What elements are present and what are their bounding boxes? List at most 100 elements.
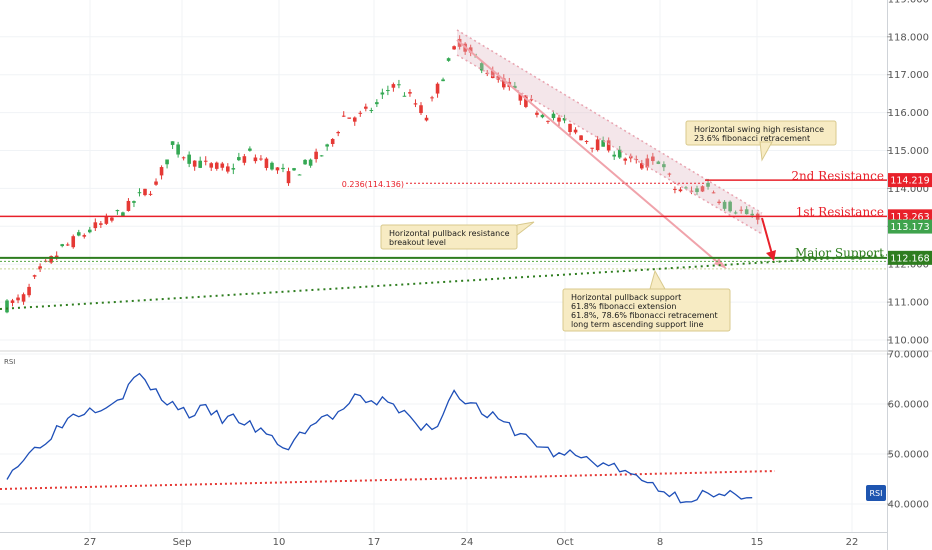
candle-body — [408, 92, 412, 94]
down-arrow-line — [761, 217, 773, 255]
down-arrow-head — [766, 250, 776, 261]
candle-body — [695, 188, 699, 193]
candle-body — [430, 97, 434, 99]
candle-body — [330, 139, 335, 144]
projection-arrow-line — [456, 39, 723, 267]
candle-body — [380, 92, 385, 95]
candle-body — [413, 103, 418, 105]
candle-body — [99, 223, 103, 225]
candle-body — [402, 95, 407, 97]
candle-body — [231, 168, 236, 170]
candle-body — [248, 148, 252, 151]
candle-body — [656, 161, 661, 164]
candle-body — [115, 210, 120, 212]
candle-body — [651, 156, 655, 162]
candle-body — [744, 209, 749, 215]
pullback-resistance-note-text: Horizontal pullback resistance — [389, 229, 510, 238]
candle-body — [391, 84, 396, 88]
candle-body — [21, 294, 26, 302]
candle-body — [154, 181, 158, 185]
candle-body — [717, 201, 721, 204]
candle-body — [496, 76, 501, 80]
candle-body — [165, 159, 169, 165]
candle-body — [579, 135, 583, 141]
time-tick-label: 27 — [84, 537, 97, 548]
candle-body — [750, 213, 754, 216]
candle-body — [203, 160, 208, 162]
candle-body — [535, 112, 539, 115]
pullback-support-note-text: 61.8%, 78.6% fibonacci retracement — [571, 311, 718, 320]
candle-body — [606, 140, 611, 151]
candle-body — [5, 300, 9, 313]
candle-body — [110, 217, 114, 221]
candle-body — [722, 201, 727, 209]
candle-body — [468, 47, 473, 53]
candle-body — [739, 209, 743, 211]
candle-body — [640, 163, 644, 169]
candle-body — [16, 297, 20, 301]
candle-body — [711, 192, 716, 194]
rsi-tick-label: 50.0000 — [888, 450, 929, 461]
swing-high-note-text: 23.6% fibonacci retracement — [694, 134, 810, 143]
candle-body — [529, 99, 534, 101]
candle-body — [336, 132, 340, 134]
candle-body — [159, 167, 164, 176]
price-tick-label: 119.000 — [888, 0, 929, 5]
time-tick-label: 8 — [657, 537, 663, 548]
candle-body — [132, 201, 136, 203]
candle-body — [490, 70, 495, 79]
price-tick-label: 118.000 — [888, 32, 929, 43]
second-resistance-tag-text: 114.219 — [890, 176, 929, 187]
candle-body — [397, 84, 401, 86]
candle-body — [706, 182, 710, 187]
price-tick-label: 116.000 — [888, 108, 929, 119]
candle-body — [590, 147, 594, 149]
candle-body — [286, 171, 291, 184]
major-support-tag — [888, 250, 932, 265]
candle-body — [275, 167, 280, 171]
candle-body — [386, 90, 390, 92]
rsi-panel: RSI RSI — [0, 350, 932, 504]
time-tick-label: 24 — [461, 537, 474, 548]
candle-body — [568, 123, 572, 132]
rsi-trendline — [0, 470, 776, 490]
candle-body — [341, 115, 346, 117]
major-support-label: Major Support — [795, 246, 884, 260]
candle-body — [126, 200, 131, 211]
candle-body — [352, 117, 357, 122]
candle-body — [192, 160, 197, 167]
candle-body — [601, 140, 605, 147]
pullback-support-note-text: 61.8% fibonacci extension — [571, 302, 677, 311]
candle-body — [441, 79, 445, 82]
candle-body — [32, 275, 37, 277]
candle-body — [297, 174, 302, 176]
second-resistance-tag — [888, 173, 932, 188]
candle-body — [242, 156, 247, 163]
candle-body — [65, 244, 70, 246]
candle-body — [557, 117, 561, 122]
candle-body — [82, 235, 87, 237]
rsi-line — [6, 372, 753, 504]
candle-body — [303, 159, 307, 165]
candle-body — [76, 232, 81, 236]
rsi-badge — [866, 485, 886, 501]
pullback-support-note-box — [562, 288, 731, 332]
price-tick-label: 117.000 — [888, 70, 929, 81]
candle-body — [479, 63, 484, 71]
ascending-support-line — [0, 254, 888, 310]
candle-body — [662, 164, 666, 168]
candle-body — [358, 112, 363, 114]
first-resistance-label: 1st Resistance — [796, 205, 884, 219]
time-tick-label: 15 — [751, 537, 764, 548]
channel-upper-line — [456, 29, 763, 214]
candle-body — [104, 216, 109, 224]
candle-body — [198, 160, 202, 168]
swing-high-note-text: Horizontal swing high resistance — [694, 125, 824, 134]
candle-body — [513, 85, 517, 89]
candle-body — [645, 158, 650, 168]
candle-body — [292, 168, 296, 171]
candle-body — [369, 110, 374, 112]
price-tick-label: 114.000 — [888, 184, 929, 195]
